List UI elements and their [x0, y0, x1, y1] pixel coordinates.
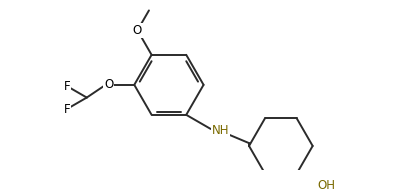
- Text: O: O: [104, 78, 113, 91]
- Text: NH: NH: [212, 124, 229, 137]
- Text: F: F: [64, 103, 70, 116]
- Text: OH: OH: [317, 179, 335, 191]
- Text: F: F: [64, 80, 70, 93]
- Text: O: O: [133, 24, 142, 37]
